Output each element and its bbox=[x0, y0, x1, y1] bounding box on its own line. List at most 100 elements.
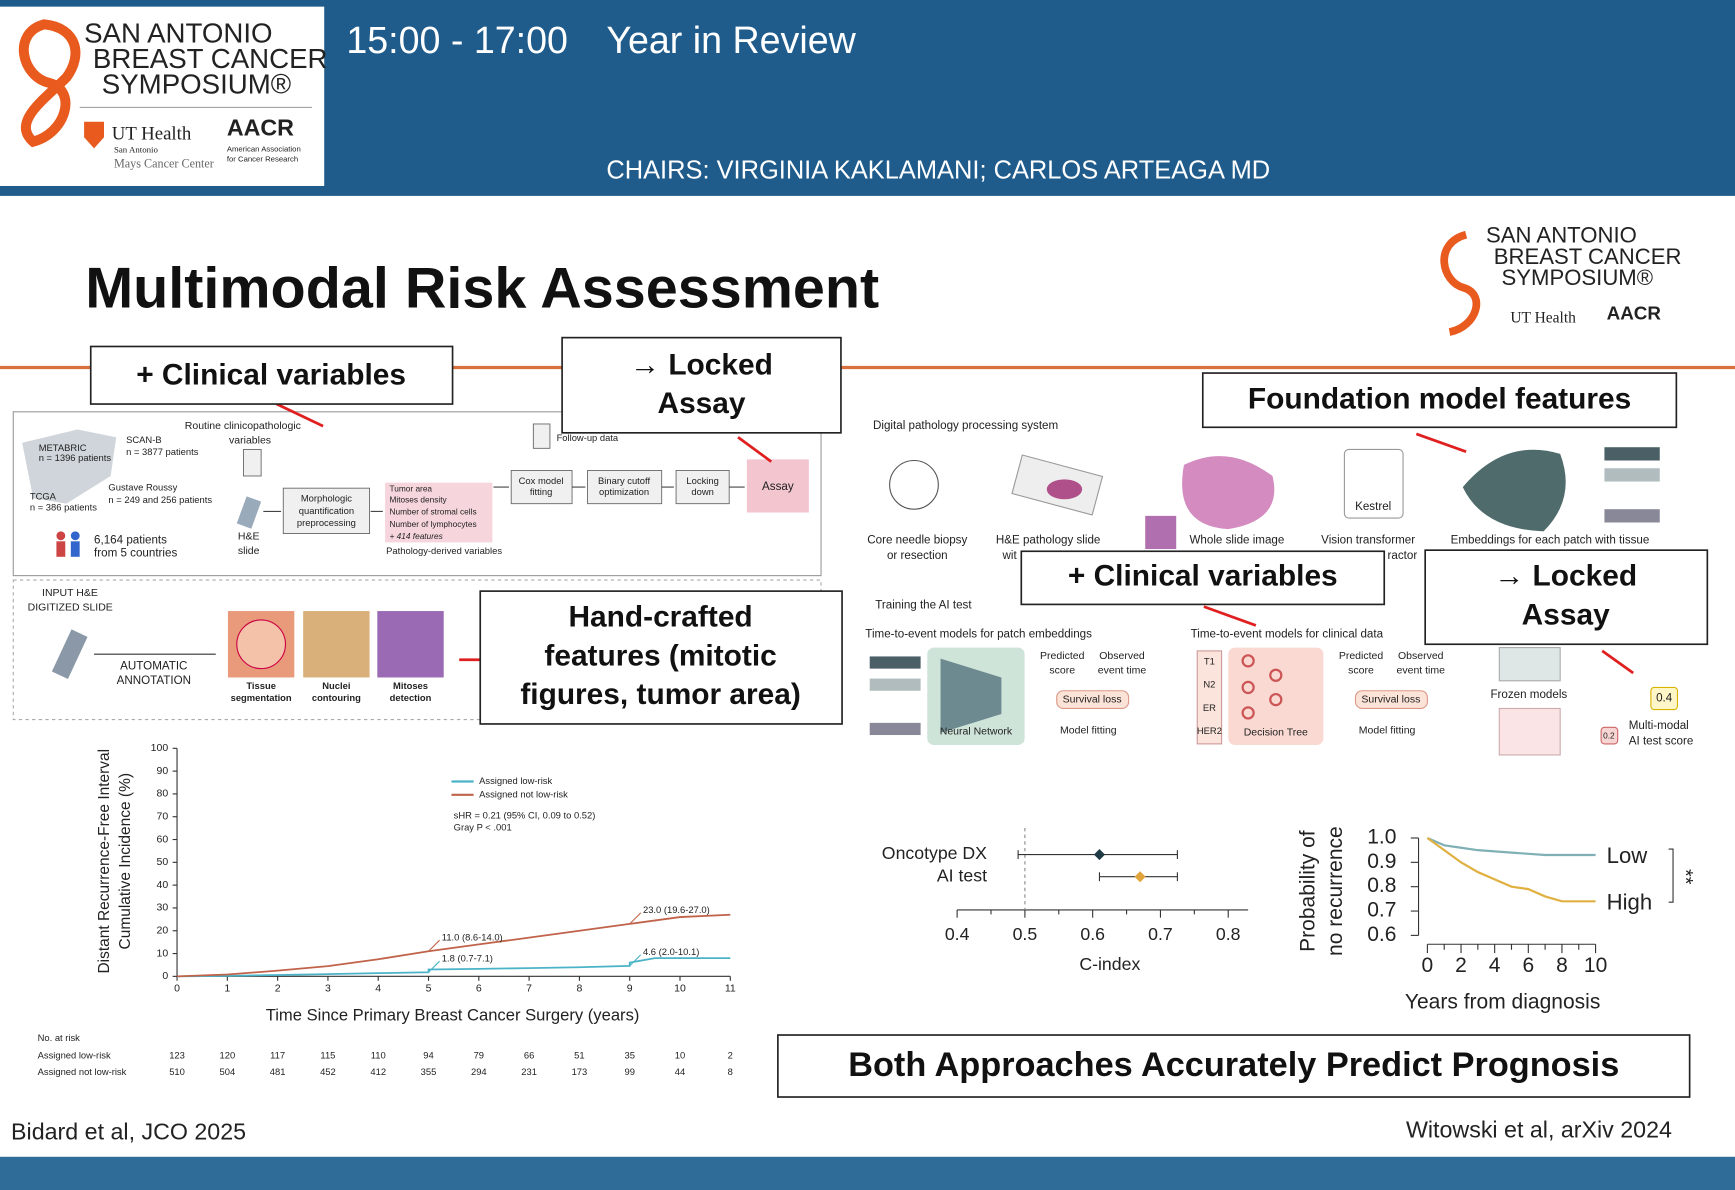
label: ANNOTATION bbox=[117, 674, 191, 687]
conclusion-box bbox=[777, 1034, 1691, 1098]
at-risk-title: No. at risk bbox=[38, 1032, 81, 1043]
series-line bbox=[1426, 836, 1596, 857]
step-label: quantification bbox=[299, 505, 354, 516]
legend-label: Assigned not low-risk bbox=[479, 788, 568, 799]
at-risk-value: 66 bbox=[524, 1050, 534, 1061]
x-tick-label: 9 bbox=[627, 982, 633, 994]
y-tick-label: 90 bbox=[157, 765, 169, 777]
callout-text: → Locked bbox=[1494, 560, 1637, 593]
annotation: 23.0 (19.6-27.0) bbox=[643, 904, 710, 915]
at-risk-value: 8 bbox=[728, 1066, 733, 1077]
footer-bar bbox=[0, 1156, 1735, 1190]
x-tick-label: 7 bbox=[526, 982, 532, 994]
cohort: n = 3877 patients bbox=[126, 446, 199, 457]
score: 0.4 bbox=[1656, 692, 1673, 705]
at-risk-value: 10 bbox=[675, 1050, 685, 1061]
y-axis-label: Distant Recurrence-Free Interval bbox=[96, 749, 113, 974]
y-tick-label: 100 bbox=[151, 742, 169, 754]
row-label: Oncotype DX bbox=[882, 843, 987, 863]
logo-ut-sub: San Antonio bbox=[114, 145, 159, 155]
feature: Mitoses density bbox=[389, 495, 447, 505]
logo-text: SAN ANTONIO bbox=[1486, 223, 1637, 248]
y-tick-label: 10 bbox=[157, 947, 169, 959]
x-tick-label: 8 bbox=[1556, 954, 1568, 977]
label: Digital pathology processing system bbox=[873, 419, 1058, 432]
frozen-dt bbox=[1498, 707, 1561, 756]
series-line bbox=[177, 957, 731, 978]
logo-text: BREAST CANCER bbox=[1494, 244, 1682, 269]
x-tick-label: 6 bbox=[476, 982, 482, 994]
label: H&E bbox=[238, 531, 260, 543]
logo-box bbox=[0, 6, 325, 186]
label: DIGITIZED SLIDE bbox=[28, 602, 113, 614]
annotation-pointer bbox=[629, 912, 642, 925]
annotation-pointer bbox=[629, 954, 642, 967]
x-tick-label: 1 bbox=[224, 982, 230, 994]
step-label: Cox model bbox=[519, 475, 564, 486]
x-tick-label: 2 bbox=[275, 982, 281, 994]
y-tick-label: 20 bbox=[157, 925, 169, 937]
step-label: down bbox=[691, 486, 713, 497]
logo-text: SAN ANTONIO bbox=[84, 18, 272, 49]
loss-box bbox=[1354, 690, 1428, 710]
x-axis-label: Time Since Primary Breast Cancer Surgery… bbox=[266, 1006, 640, 1025]
x-tick-label: 4 bbox=[375, 982, 381, 994]
label: HER2 bbox=[1197, 725, 1222, 736]
cohort: SCAN-B bbox=[126, 434, 161, 445]
step-label: preprocessing bbox=[297, 517, 356, 528]
y-tick-label: 70 bbox=[157, 811, 169, 823]
people-icon bbox=[56, 531, 80, 557]
logo-aacr: AACR bbox=[1607, 302, 1662, 323]
label: Time-to-event models for patch embedding… bbox=[865, 627, 1092, 640]
logo-text: BREAST CANCER bbox=[93, 43, 328, 74]
y-tick-label: 0 bbox=[162, 970, 168, 982]
label: H&E pathology slide bbox=[996, 533, 1101, 546]
logo-aacr: AACR bbox=[227, 115, 294, 141]
y-tick-label: 0.8 bbox=[1367, 874, 1396, 897]
label: Model fitting bbox=[1359, 724, 1416, 736]
step-box bbox=[282, 487, 371, 535]
clinical-boxes bbox=[1196, 650, 1223, 745]
step-label: segmentation bbox=[231, 692, 292, 703]
logo-ut-sub: Mays Cancer Center bbox=[114, 157, 214, 171]
label: Multi-modal bbox=[1629, 719, 1689, 732]
doc-icon bbox=[242, 448, 262, 477]
stat: Gray P < .001 bbox=[454, 822, 512, 833]
x-tick-label: 11 bbox=[725, 982, 736, 994]
feature: Number of stromal cells bbox=[389, 507, 476, 517]
label: Core needle biopsy bbox=[867, 533, 967, 546]
at-risk-value: 44 bbox=[675, 1066, 685, 1077]
features-box bbox=[385, 482, 493, 543]
at-risk-value: 35 bbox=[624, 1050, 634, 1061]
cohort: METABRIC bbox=[39, 442, 87, 453]
bracket bbox=[1668, 848, 1674, 903]
annotation: 1.8 (0.7-7.1) bbox=[442, 952, 493, 963]
callout bbox=[561, 336, 842, 434]
logo-ut: UT Health bbox=[112, 123, 192, 144]
slide-icon bbox=[51, 629, 88, 680]
cohort: n = 386 patients bbox=[30, 502, 97, 513]
x-tick-label: 0 bbox=[174, 982, 180, 994]
at-risk-value: 481 bbox=[270, 1066, 286, 1077]
y-tick-label: 30 bbox=[157, 902, 169, 914]
logo-ut: UT Health bbox=[1510, 309, 1576, 326]
session-time: 15:00 - 17:00 bbox=[346, 19, 568, 61]
series-label: High bbox=[1607, 889, 1653, 914]
step-label: fitting bbox=[530, 486, 552, 497]
score-box bbox=[1600, 726, 1619, 745]
kestrel-box bbox=[1343, 448, 1404, 519]
embedding-bars bbox=[869, 656, 921, 736]
x-tick-label: 5 bbox=[426, 982, 432, 994]
at-risk-value: 117 bbox=[270, 1050, 285, 1061]
legend-label: Assigned low-risk bbox=[479, 775, 552, 786]
he-slide bbox=[1046, 479, 1083, 500]
x-tick-label: 0 bbox=[1422, 954, 1434, 977]
label: Observed bbox=[1099, 650, 1145, 662]
logo-aacr-sub: American Association bbox=[227, 144, 301, 153]
callout-text: + Clinical variables bbox=[136, 358, 406, 391]
label: Training the AI test bbox=[875, 599, 972, 612]
label: wit bbox=[1001, 549, 1017, 562]
nn-icon bbox=[940, 658, 1002, 733]
embedding-bars bbox=[1604, 447, 1660, 523]
